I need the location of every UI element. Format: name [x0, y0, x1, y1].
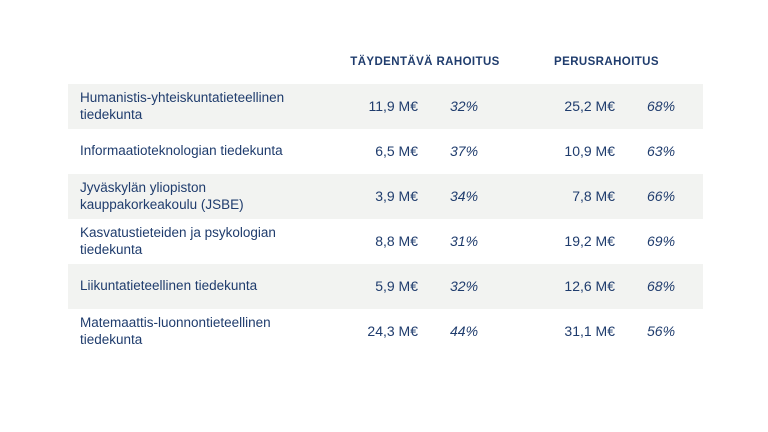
- table-row: Kasvatustieteiden ja psykologian tiedeku…: [68, 219, 703, 264]
- perus-amount: 19,2 M€: [564, 233, 615, 250]
- perus-percent: 68%: [647, 278, 676, 295]
- taydentava-percent: 37%: [450, 143, 479, 160]
- column-header-perusrahoitus: PERUSRAHOITUS: [554, 56, 659, 68]
- faculty-name: Matemaattis-luonnontieteellinen tiedekun…: [80, 315, 271, 347]
- taydentava-amount: 8,8 M€: [375, 233, 418, 250]
- faculty-name: Humanistis-yhteiskuntatieteellinen tiede…: [80, 90, 285, 122]
- perus-amount: 31,1 M€: [564, 323, 615, 340]
- faculty-name: Jyväskylän yliopiston kauppakorkeakoulu …: [80, 180, 244, 212]
- column-header-taydentava-rahoitus: TÄYDENTÄVÄ RAHOITUS: [350, 56, 500, 68]
- perus-amount: 12,6 M€: [564, 278, 615, 295]
- perus-percent: 69%: [647, 233, 676, 250]
- table-header-row: TÄYDENTÄVÄ RAHOITUS PERUSRAHOITUS: [68, 40, 703, 84]
- taydentava-amount: 24,3 M€: [367, 323, 418, 340]
- taydentava-percent: 31%: [450, 233, 479, 250]
- taydentava-percent: 32%: [450, 98, 479, 115]
- taydentava-percent: 32%: [450, 278, 479, 295]
- perus-percent: 68%: [647, 98, 676, 115]
- table-row: Liikuntatieteellinen tiedekunta 5,9 M€ 3…: [68, 264, 703, 309]
- table-row: Jyväskylän yliopiston kauppakorkeakoulu …: [68, 174, 703, 219]
- taydentava-amount: 3,9 M€: [375, 188, 418, 205]
- table-row: Matemaattis-luonnontieteellinen tiedekun…: [68, 309, 703, 354]
- perus-percent: 63%: [647, 143, 676, 160]
- perus-amount: 25,2 M€: [564, 98, 615, 115]
- perus-percent: 66%: [647, 188, 676, 205]
- perus-amount: 10,9 M€: [564, 143, 615, 160]
- perus-amount: 7,8 M€: [572, 188, 615, 205]
- table-row: Informaatioteknologian tiedekunta 6,5 M€…: [68, 129, 703, 174]
- faculty-name: Informaatioteknologian tiedekunta: [80, 143, 283, 159]
- taydentava-amount: 5,9 M€: [375, 278, 418, 295]
- taydentava-percent: 44%: [450, 323, 479, 340]
- perus-percent: 56%: [647, 323, 676, 340]
- faculty-funding-table: TÄYDENTÄVÄ RAHOITUS PERUSRAHOITUS Humani…: [68, 40, 703, 354]
- taydentava-percent: 34%: [450, 188, 479, 205]
- taydentava-amount: 11,9 M€: [368, 98, 418, 115]
- table-row: Humanistis-yhteiskuntatieteellinen tiede…: [68, 84, 703, 129]
- faculty-name: Kasvatustieteiden ja psykologian tiedeku…: [80, 225, 276, 257]
- faculty-name: Liikuntatieteellinen tiedekunta: [80, 278, 258, 294]
- taydentava-amount: 6,5 M€: [375, 143, 418, 160]
